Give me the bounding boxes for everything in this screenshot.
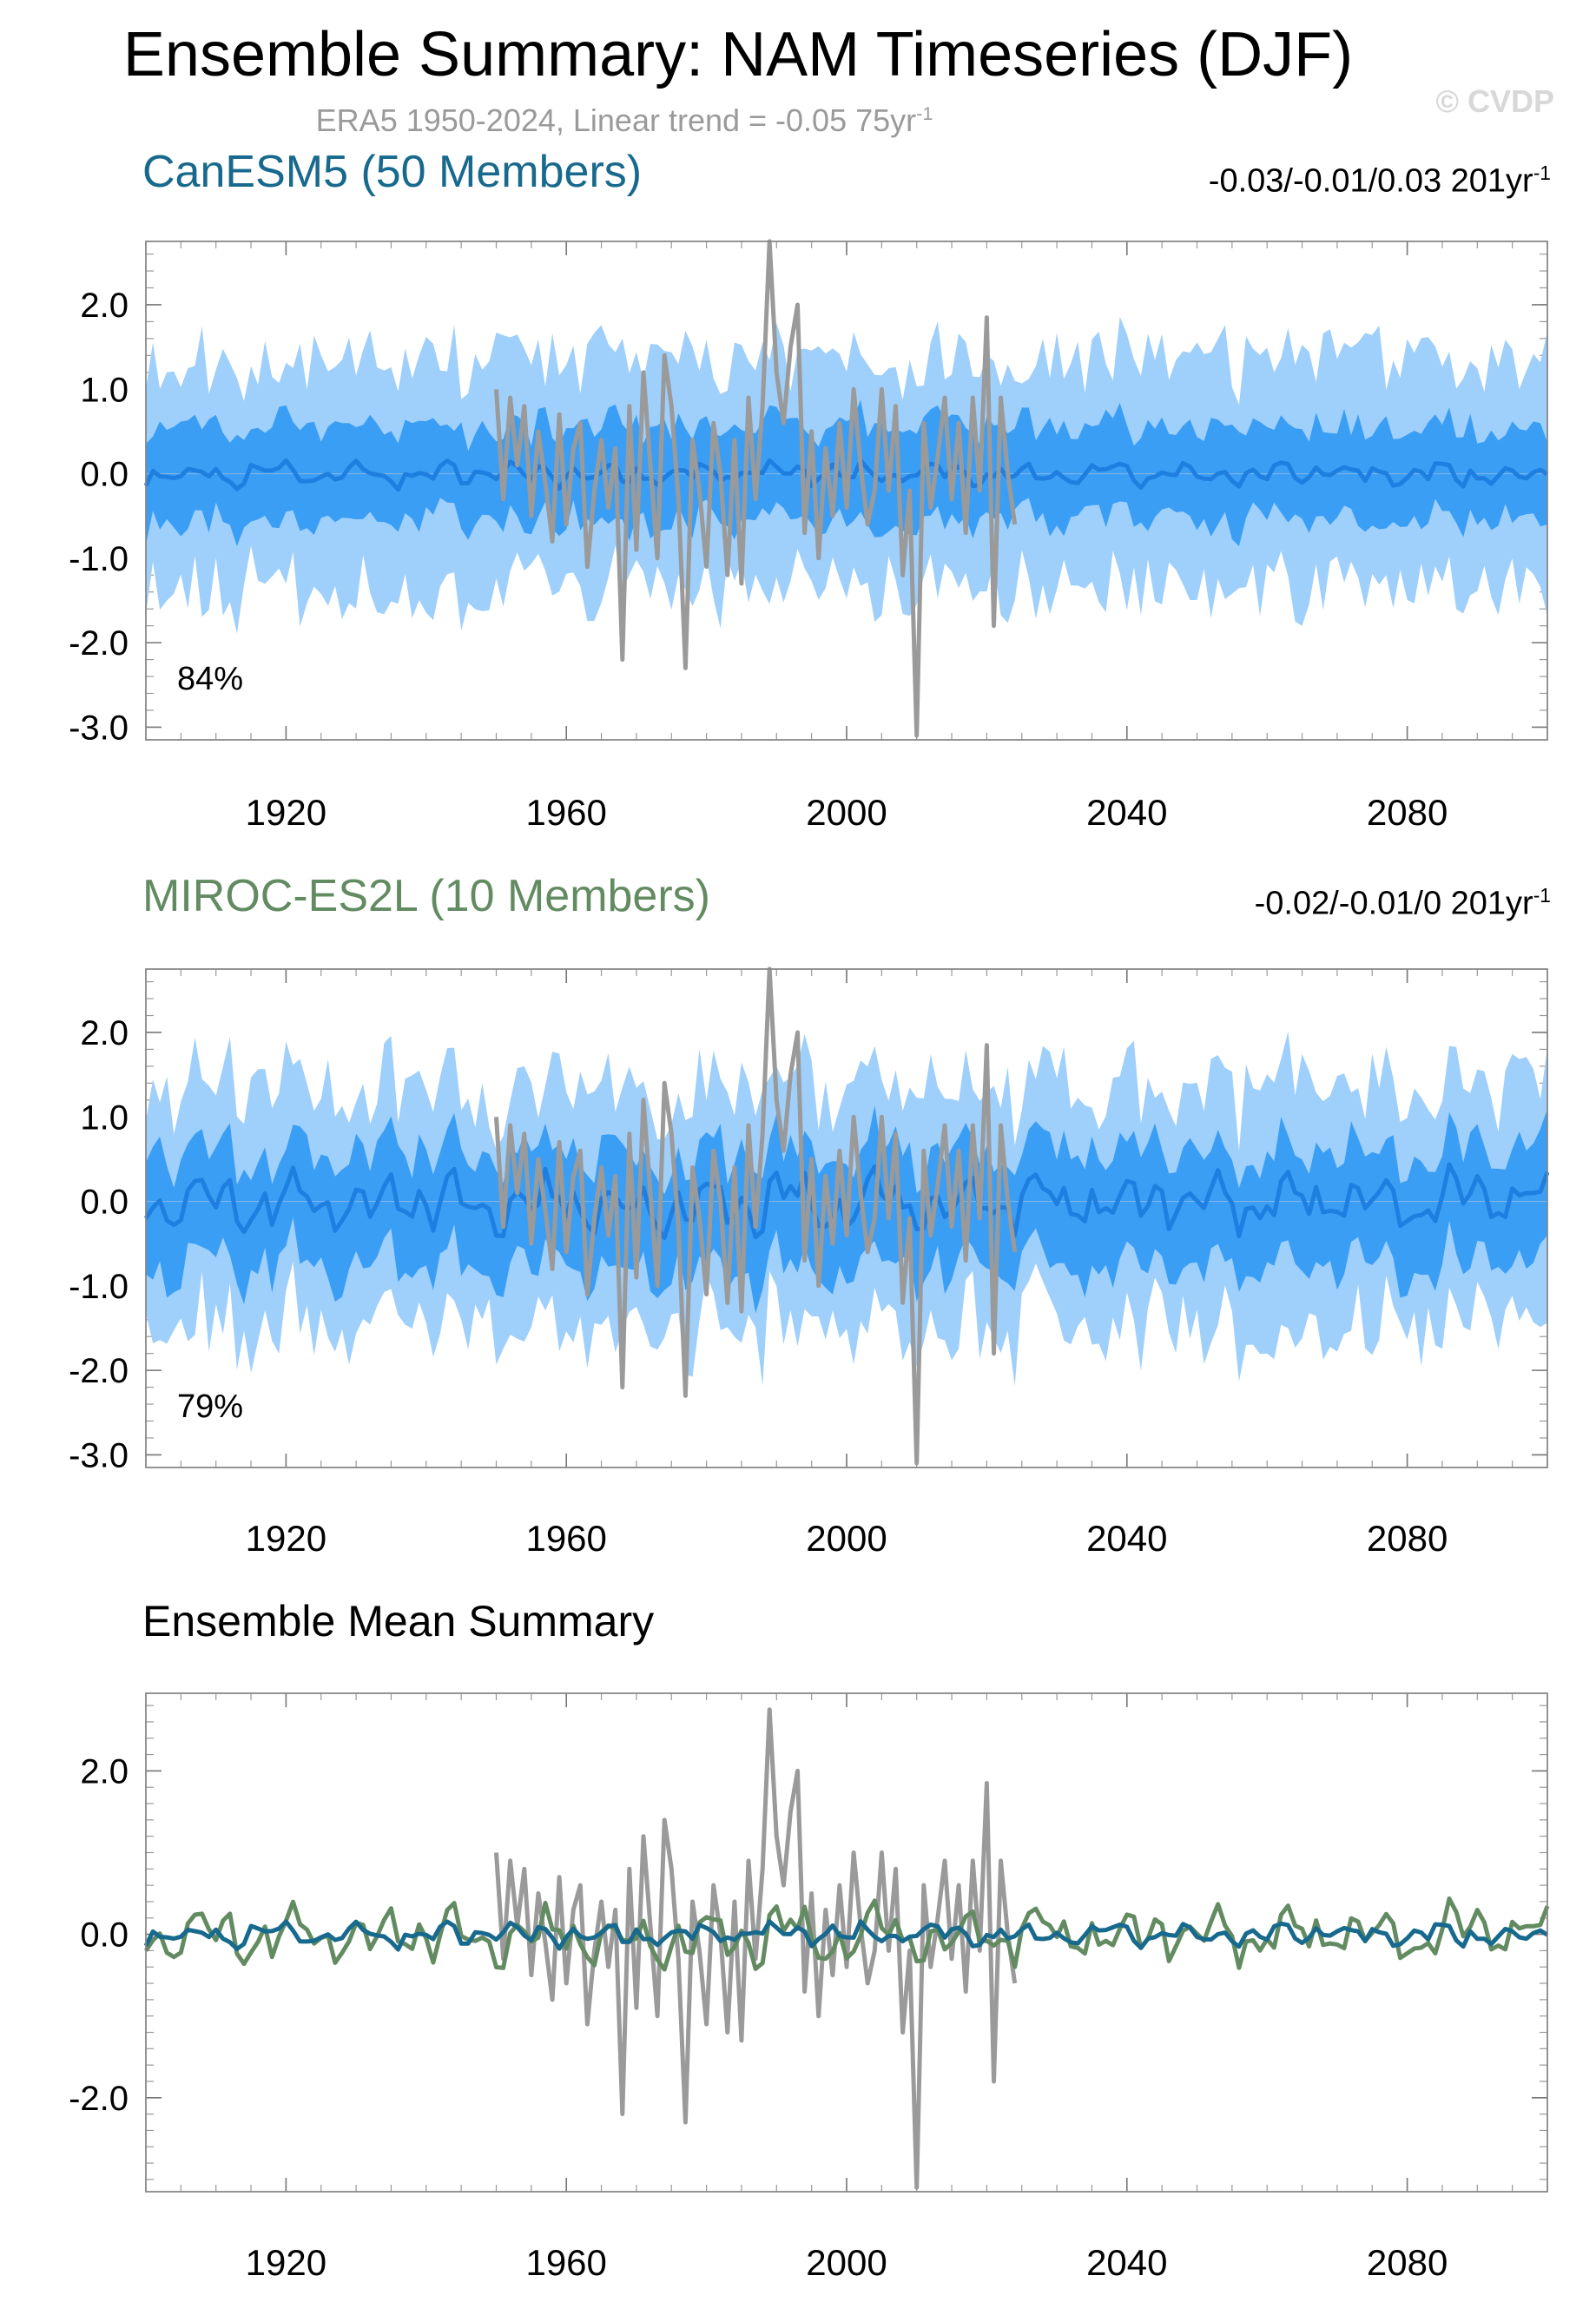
panel3-frame [145, 1692, 1548, 2193]
y-tick-label: 0.0 [80, 1916, 129, 1955]
y-tick-label: 0.0 [80, 1184, 129, 1222]
x-tick-label: 2080 [1367, 2242, 1448, 2283]
x-tick-label: 2040 [1086, 2242, 1167, 2283]
y-tick-label: -2.0 [69, 624, 129, 663]
y-tick-label: -3.0 [69, 709, 129, 747]
era5-subtitle-text: ERA5 1950-2024, Linear trend = -0.05 75y… [315, 102, 917, 138]
y-tick-label: -1.0 [69, 540, 129, 578]
panel2-trend-exponent: -1 [1533, 884, 1551, 907]
y-tick-label: -3.0 [69, 1436, 129, 1474]
x-tick-label: 1960 [525, 2242, 606, 2283]
panel1-trend-exponent: -1 [1533, 162, 1551, 184]
cvdp-watermark: © CVDP [1435, 83, 1554, 119]
panel1-percent-label: 84% [177, 661, 243, 697]
panel3-canesm-mean-line [143, 1919, 1549, 1952]
x-tick-label: 1920 [246, 2242, 326, 2283]
panel1-trend-text: -0.03/-0.01/0.03 201yr [1208, 162, 1533, 200]
panel1-frame [145, 241, 1548, 741]
panel2-title: MIROC-ES2L (10 Members) [142, 871, 710, 921]
y-tick-label: -1.0 [69, 1268, 129, 1306]
panel1-trend: -0.03/-0.01/0.03 201yr-1 [1209, 162, 1551, 201]
x-tick-label: 1960 [525, 1518, 606, 1559]
y-tick-label: -2.0 [69, 1352, 129, 1390]
y-tick-label: 1.0 [80, 371, 129, 409]
panel2-percent-label: 79% [177, 1388, 243, 1425]
panel1-axes: 2.0 1.0 0.0 -1.0 -2.0 -3.0 1920 1960 2000 2040 208… [69, 241, 1548, 833]
panel2-frame [145, 968, 1548, 1468]
panel2-era5-line [494, 966, 1018, 1466]
x-tick-label: 1960 [525, 792, 606, 833]
panel3-axes: 2.0 0.0 -2.0 1920 1960 2000 2040 2080 [69, 1693, 1548, 2283]
panel2-trend: -0.02/-0.01/0 201yr-1 [1255, 884, 1551, 923]
main-title: Ensemble Summary: NAM Timeseries (DJF) [122, 20, 1354, 89]
x-tick-label: 1920 [246, 792, 326, 833]
x-tick-label: 2040 [1086, 792, 1167, 833]
panel3-era5-line [494, 1707, 1018, 2190]
x-tick-label: 1920 [246, 1518, 326, 1559]
panel3-title: Ensemble Mean Summary [142, 1597, 655, 1646]
y-tick-label: 2.0 [80, 1014, 129, 1052]
x-tick-label: 2000 [806, 1518, 887, 1559]
panel2-trend-text: -0.02/-0.01/0 201yr [1254, 885, 1533, 922]
y-tick-label: 2.0 [80, 287, 129, 325]
y-tick-label: 0.0 [80, 456, 129, 494]
panel1-title: CanESM5 (50 Members) [142, 147, 643, 197]
era5-subtitle: ERA5 1950-2024, Linear trend = -0.05 75y… [0, 102, 1422, 139]
panel1-era5-line [494, 239, 1018, 738]
x-tick-label: 2040 [1086, 1518, 1167, 1559]
x-tick-label: 2000 [806, 2242, 887, 2283]
era5-subtitle-exponent: -1 [916, 102, 933, 124]
x-tick-label: 2000 [806, 792, 887, 833]
y-tick-label: 1.0 [80, 1098, 129, 1137]
y-tick-label: -2.0 [69, 2080, 129, 2118]
x-tick-label: 2080 [1367, 1518, 1448, 1559]
y-tick-label: 2.0 [80, 1752, 129, 1791]
x-tick-label: 2080 [1367, 792, 1448, 833]
